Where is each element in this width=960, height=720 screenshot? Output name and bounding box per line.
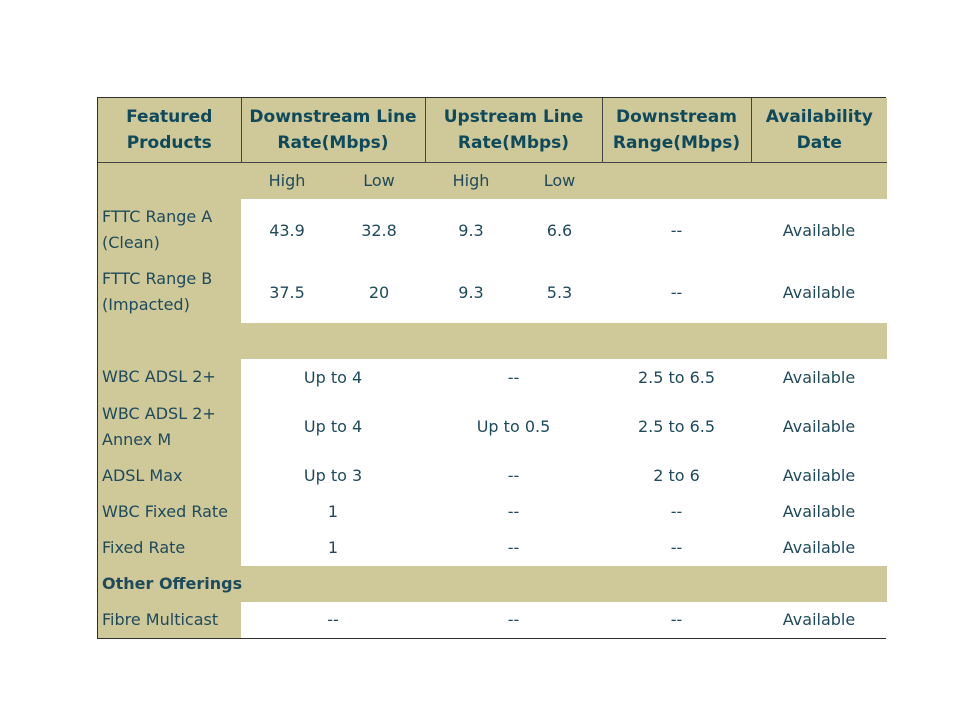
cell-range: --: [602, 261, 751, 324]
cell-down: --: [241, 601, 425, 638]
subheader-down-low: Low: [363, 171, 395, 191]
table-row: WBC ADSL 2+ Annex M Up to 4 Up to 0.5 2.…: [98, 395, 887, 458]
row-product-label: FTTC Range B (Impacted): [98, 261, 241, 324]
cell-range: --: [602, 529, 751, 566]
cell-down: 1: [241, 529, 425, 566]
cell-availability: Available: [751, 261, 887, 324]
table-row: WBC Fixed Rate 1 -- -- Available: [98, 493, 887, 530]
header-row: Featured Products Downstream Line Rate(M…: [98, 98, 887, 163]
table-row: Fixed Rate 1 -- -- Available: [98, 529, 887, 566]
table-row: WBC ADSL 2+ Up to 4 -- 2.5 to 6.5 Availa…: [98, 359, 887, 396]
spacer-row: [98, 323, 887, 360]
row-product-label: FTTC Range A (Clean): [98, 199, 241, 262]
header-upstream-line-rate: Upstream Line Rate(Mbps): [425, 98, 603, 163]
cell-range: --: [602, 493, 751, 530]
subheader-row: High Low High Low: [98, 162, 887, 200]
row-product-label: ADSL Max: [98, 457, 241, 494]
cell-up-high: 9.3: [425, 261, 517, 324]
cell-range: --: [602, 601, 751, 638]
cell-up-high: 9.3: [425, 199, 517, 262]
table-row: FTTC Range B (Impacted) 37.5 20 9.3 5.3 …: [98, 261, 887, 324]
cell-up-low: 5.3: [517, 261, 602, 324]
cell-availability: Available: [751, 199, 887, 262]
cell-down: Up to 3: [241, 457, 425, 494]
cell-range: 2.5 to 6.5: [602, 395, 751, 458]
section-label-other-offerings: Other Offerings: [102, 574, 243, 594]
header-downstream-line-rate: Downstream Line Rate(Mbps): [241, 98, 426, 163]
cell-up: --: [425, 601, 602, 638]
cell-availability: Available: [751, 493, 887, 530]
cell-up-low: 6.6: [517, 199, 602, 262]
row-product-label: WBC ADSL 2+: [98, 359, 241, 396]
header-downstream-range: Downstream Range(Mbps): [602, 98, 752, 163]
cell-down-high: 43.9: [241, 199, 333, 262]
cell-availability: Available: [751, 457, 887, 494]
cell-up: Up to 0.5: [425, 395, 602, 458]
cell-range: 2.5 to 6.5: [602, 359, 751, 396]
cell-down: Up to 4: [241, 359, 425, 396]
cell-down: Up to 4: [241, 395, 425, 458]
subheader-down-high: High: [268, 171, 306, 191]
table-row: Fibre Multicast -- -- -- Available: [98, 601, 887, 638]
header-availability-date: Availability Date: [751, 98, 887, 163]
cell-range: --: [602, 199, 751, 262]
cell-up: --: [425, 529, 602, 566]
cell-availability: Available: [751, 529, 887, 566]
cell-availability: Available: [751, 601, 887, 638]
section-row-other-offerings: Other Offerings: [98, 565, 887, 602]
cell-down-low: 32.8: [333, 199, 425, 262]
cell-down-low: 20: [333, 261, 425, 324]
cell-up: --: [425, 493, 602, 530]
cell-down: 1: [241, 493, 425, 530]
header-featured-products: Featured Products: [98, 98, 242, 163]
cell-availability: Available: [751, 395, 887, 458]
table-row: ADSL Max Up to 3 -- 2 to 6 Available: [98, 457, 887, 494]
cell-up: --: [425, 359, 602, 396]
cell-down-high: 37.5: [241, 261, 333, 324]
table-row: FTTC Range A (Clean) 43.9 32.8 9.3 6.6 -…: [98, 199, 887, 262]
row-product-label: WBC Fixed Rate: [98, 493, 241, 530]
subheader-up-high: High: [452, 171, 490, 191]
products-table: Featured Products Downstream Line Rate(M…: [97, 97, 887, 639]
cell-range: 2 to 6: [602, 457, 751, 494]
cell-availability: Available: [751, 359, 887, 396]
row-product-label: Fixed Rate: [98, 529, 241, 566]
row-product-label: WBC ADSL 2+ Annex M: [98, 395, 241, 458]
row-product-label: Fibre Multicast: [98, 601, 241, 638]
cell-up: --: [425, 457, 602, 494]
subheader-up-low: Low: [543, 171, 576, 191]
